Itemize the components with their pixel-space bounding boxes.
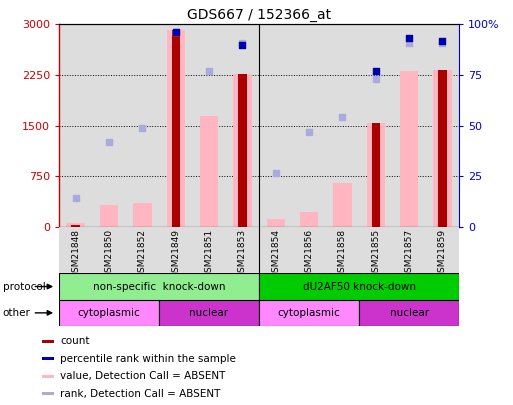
Bar — [259, 273, 459, 300]
Point — [105, 139, 113, 145]
Text: GSM21854: GSM21854 — [271, 229, 280, 278]
Bar — [326, 227, 359, 273]
Text: GSM21859: GSM21859 — [438, 229, 447, 278]
Text: non-specific  knock-down: non-specific knock-down — [93, 281, 225, 292]
Text: count: count — [60, 336, 90, 346]
Bar — [167, 30, 185, 227]
Bar — [159, 24, 192, 227]
Bar — [292, 227, 326, 273]
Bar — [92, 24, 126, 227]
Point — [238, 41, 246, 48]
Text: percentile rank within the sample: percentile rank within the sample — [60, 354, 236, 364]
Bar — [326, 24, 359, 227]
Bar — [371, 123, 380, 227]
Bar — [438, 70, 447, 227]
Bar — [259, 300, 359, 326]
Title: GDS667 / 152366_at: GDS667 / 152366_at — [187, 8, 331, 22]
Point — [371, 76, 380, 82]
Bar — [171, 30, 180, 227]
Text: GSM21849: GSM21849 — [171, 229, 180, 278]
Text: GSM21855: GSM21855 — [371, 229, 380, 278]
Bar — [238, 74, 247, 227]
Point — [171, 28, 180, 35]
Bar — [233, 74, 251, 227]
Text: GSM21853: GSM21853 — [238, 229, 247, 278]
Bar — [100, 205, 118, 227]
Bar — [300, 212, 318, 227]
Text: nuclear: nuclear — [189, 308, 229, 318]
Bar — [359, 300, 459, 326]
Point — [305, 129, 313, 136]
Bar — [42, 375, 54, 377]
Text: GSM21850: GSM21850 — [105, 229, 113, 278]
Text: protocol: protocol — [3, 281, 45, 292]
Point — [438, 40, 446, 47]
Point — [338, 114, 346, 121]
Bar — [200, 116, 218, 227]
Bar — [392, 24, 426, 227]
Bar — [259, 24, 292, 227]
Point — [438, 37, 446, 44]
Point — [171, 29, 180, 36]
Text: GSM21857: GSM21857 — [405, 229, 413, 278]
Bar — [42, 392, 54, 395]
Text: GSM21858: GSM21858 — [338, 229, 347, 278]
Bar — [359, 227, 392, 273]
Bar — [71, 225, 80, 227]
Bar — [433, 70, 451, 227]
Bar — [267, 219, 285, 227]
Bar — [426, 227, 459, 273]
Bar — [126, 24, 159, 227]
Point — [271, 170, 280, 176]
Text: cytoplasmic: cytoplasmic — [278, 308, 341, 318]
Bar — [159, 300, 259, 326]
Bar — [192, 24, 226, 227]
Bar — [359, 24, 392, 227]
Point — [371, 68, 380, 74]
Text: GSM21851: GSM21851 — [205, 229, 213, 278]
Bar — [226, 227, 259, 273]
Bar — [59, 300, 159, 326]
Point — [405, 35, 413, 42]
Text: nuclear: nuclear — [389, 308, 429, 318]
Bar — [59, 24, 92, 227]
Bar — [426, 24, 459, 227]
Bar — [92, 227, 126, 273]
Bar — [133, 202, 151, 227]
Bar — [42, 340, 54, 343]
Text: value, Detection Call = ABSENT: value, Detection Call = ABSENT — [60, 371, 226, 381]
Point — [205, 68, 213, 74]
Bar — [392, 227, 426, 273]
Point — [138, 124, 147, 131]
Text: GSM21852: GSM21852 — [138, 229, 147, 278]
Point — [71, 195, 80, 202]
Bar — [333, 183, 351, 227]
Text: GSM21856: GSM21856 — [305, 229, 313, 278]
Text: other: other — [3, 308, 30, 318]
Bar — [159, 227, 192, 273]
Text: dU2AF50 knock-down: dU2AF50 knock-down — [303, 281, 416, 292]
Point — [238, 40, 246, 47]
Bar — [367, 123, 385, 227]
Bar — [400, 71, 418, 227]
Bar — [67, 223, 85, 227]
Bar — [42, 357, 54, 360]
Bar — [59, 227, 92, 273]
Bar — [226, 24, 259, 227]
Text: rank, Detection Call = ABSENT: rank, Detection Call = ABSENT — [60, 389, 221, 399]
Bar — [259, 227, 292, 273]
Text: GSM21848: GSM21848 — [71, 229, 80, 278]
Bar — [292, 24, 326, 227]
Bar — [59, 273, 259, 300]
Point — [405, 40, 413, 47]
Text: cytoplasmic: cytoplasmic — [77, 308, 141, 318]
Bar — [192, 227, 226, 273]
Bar — [126, 227, 159, 273]
